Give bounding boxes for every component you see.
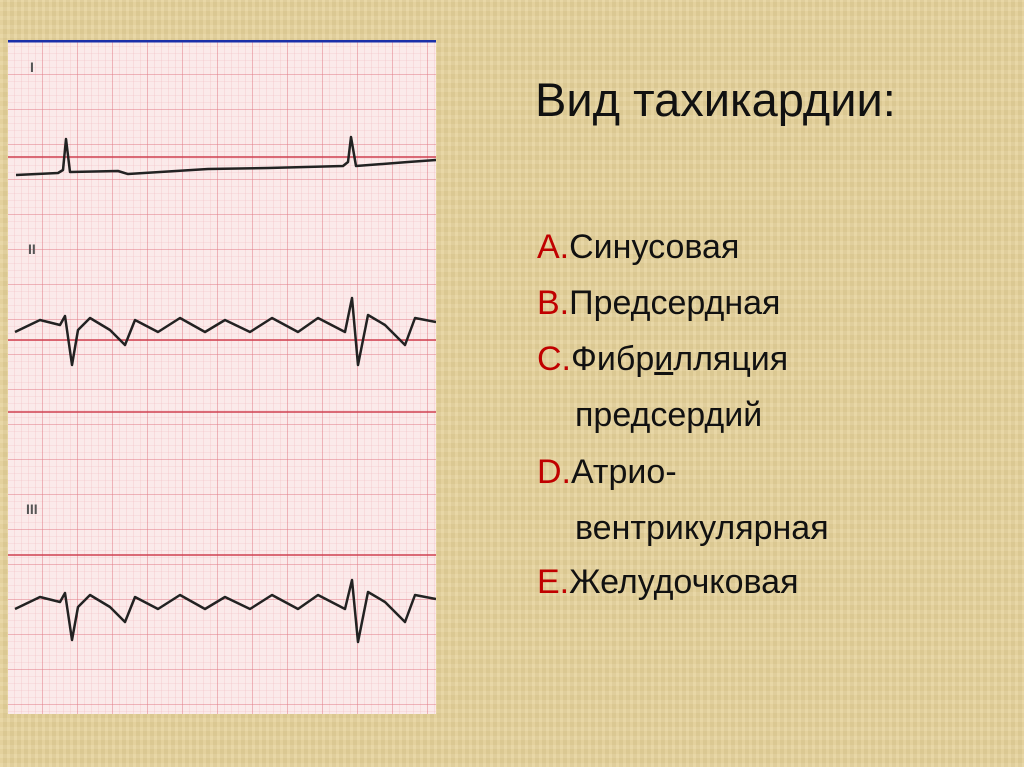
option-letter: D. bbox=[537, 453, 571, 491]
option: D.Атрио- bbox=[537, 453, 677, 492]
lead-label: III bbox=[26, 501, 38, 517]
option: C.Фибрилляция bbox=[537, 340, 788, 379]
option-letter: B. bbox=[537, 284, 570, 322]
option-text: предсердий bbox=[575, 396, 763, 434]
option-text: Желудочковая bbox=[569, 563, 799, 601]
slide-title: Вид тахикардии: bbox=[535, 73, 896, 126]
option: B.Предсердная bbox=[537, 284, 780, 323]
option-text: Предсердная bbox=[569, 284, 781, 322]
option-letter: C. bbox=[537, 340, 571, 378]
option: A.Синусовая bbox=[537, 228, 739, 267]
option-text: Фибр bbox=[571, 340, 655, 378]
option-text: вентрикулярная bbox=[575, 509, 829, 547]
option-text-underlined: и bbox=[654, 340, 674, 378]
option-text: лляция bbox=[673, 340, 789, 378]
lead-label: II bbox=[28, 241, 36, 257]
option-letter: A. bbox=[537, 228, 570, 266]
option-text: Атрио- bbox=[571, 453, 677, 491]
ecg-strip: I II III bbox=[8, 40, 436, 714]
lead-label: I bbox=[30, 59, 34, 75]
option: E.Желудочковая bbox=[537, 563, 798, 602]
option-letter: E. bbox=[537, 563, 570, 601]
option-text: Синусовая bbox=[569, 228, 740, 266]
